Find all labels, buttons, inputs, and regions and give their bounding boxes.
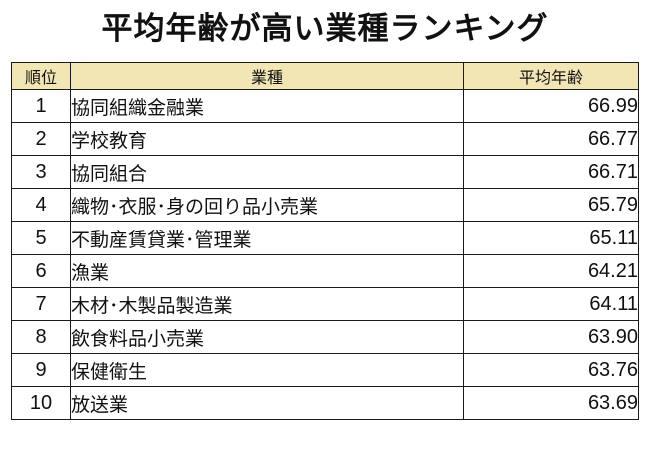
rank-cell: 7: [11, 287, 71, 321]
table-row: 6 漁業 64.21: [11, 254, 639, 288]
table-header-row: 順位 業種 平均年齢: [11, 62, 639, 90]
table-row: 1 協同組織金融業 66.99: [11, 89, 639, 123]
industry-cell: 保健衛生: [70, 353, 464, 387]
table-row: 8 飲食料品小売業 63.90: [11, 320, 639, 354]
average-age-cell: 66.71: [463, 155, 639, 189]
rank-cell: 2: [11, 122, 71, 156]
rank-cell: 9: [11, 353, 71, 387]
industry-cell: 協同組合: [70, 155, 464, 189]
table-row: 5 不動産賃貸業･管理業 65.11: [11, 221, 639, 255]
rank-cell: 4: [11, 188, 71, 222]
rank-cell: 10: [11, 386, 71, 420]
header-rank: 順位: [11, 62, 71, 90]
average-age-cell: 63.69: [463, 386, 639, 420]
average-age-cell: 63.90: [463, 320, 639, 354]
page-title: 平均年齢が高い業種ランキング: [101, 11, 549, 47]
average-age-cell: 66.99: [463, 89, 639, 123]
header-average-age: 平均年齢: [463, 62, 639, 90]
table-row: 9 保健衛生 63.76: [11, 353, 639, 387]
rank-cell: 8: [11, 320, 71, 354]
industry-cell: 飲食料品小売業: [70, 320, 464, 354]
average-age-cell: 64.11: [463, 287, 639, 321]
industry-cell: 木材･木製品製造業: [70, 287, 464, 321]
header-industry: 業種: [70, 62, 464, 90]
average-age-cell: 65.11: [463, 221, 639, 255]
table-row: 4 織物･衣服･身の回り品小売業 65.79: [11, 188, 639, 222]
rank-cell: 3: [11, 155, 71, 189]
ranking-table: 順位 業種 平均年齢 1 協同組織金融業 66.99 2 学校教育 66.77 …: [11, 62, 639, 420]
industry-cell: 協同組織金融業: [70, 89, 464, 123]
average-age-cell: 65.79: [463, 188, 639, 222]
industry-cell: 漁業: [70, 254, 464, 288]
table-row: 3 協同組合 66.71: [11, 155, 639, 189]
average-age-cell: 64.21: [463, 254, 639, 288]
rank-cell: 6: [11, 254, 71, 288]
average-age-cell: 66.77: [463, 122, 639, 156]
table-row: 10 放送業 63.69: [11, 386, 639, 420]
rank-cell: 1: [11, 89, 71, 123]
table-row: 2 学校教育 66.77: [11, 122, 639, 156]
industry-cell: 放送業: [70, 386, 464, 420]
industry-cell: 不動産賃貸業･管理業: [70, 221, 464, 255]
rank-cell: 5: [11, 221, 71, 255]
table-row: 7 木材･木製品製造業 64.11: [11, 287, 639, 321]
average-age-cell: 63.76: [463, 353, 639, 387]
industry-cell: 織物･衣服･身の回り品小売業: [70, 188, 464, 222]
industry-cell: 学校教育: [70, 122, 464, 156]
